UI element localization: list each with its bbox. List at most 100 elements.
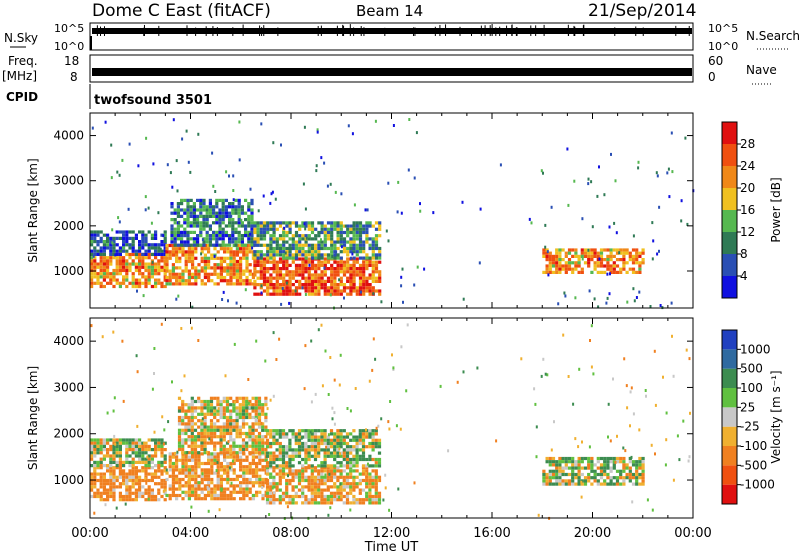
- power-cell: [362, 256, 366, 260]
- velocity-cell: [555, 479, 559, 483]
- velocity-speck: [612, 377, 614, 381]
- velocity-cell: [232, 422, 236, 426]
- velocity-cell: [99, 472, 103, 476]
- velocity-cell: [245, 399, 249, 404]
- velocity-cell: [255, 477, 259, 482]
- velocity-cell: [203, 415, 207, 420]
- power-speck: [590, 180, 593, 184]
- velocity-cell: [106, 438, 110, 442]
- power-cell: [310, 276, 315, 280]
- power-cell: [208, 211, 212, 215]
- velocity-cell: [225, 431, 230, 436]
- velocity-speck: [333, 378, 336, 382]
- velocity-cell: [281, 466, 286, 470]
- velocity-cell: [269, 435, 273, 439]
- velocity-cell: [197, 396, 201, 400]
- power-cell: [323, 243, 327, 247]
- velocity-cell: [238, 425, 242, 429]
- power-cell: [226, 256, 230, 260]
- power-cell: [631, 267, 636, 271]
- velocity-cell: [131, 466, 135, 470]
- power-cell: [564, 270, 568, 274]
- velocity-cell: [150, 457, 154, 461]
- power-cell: [199, 202, 203, 206]
- velocity-cell: [197, 399, 201, 404]
- velocity-cell: [638, 463, 642, 467]
- velocity-cell: [175, 461, 179, 466]
- velocity-cell: [102, 488, 106, 492]
- velocity-speck: [682, 419, 685, 423]
- power-cell: [219, 256, 223, 260]
- velocity-speck: [688, 357, 691, 361]
- velocity-cell: [131, 472, 135, 476]
- velocity-cell: [154, 444, 158, 448]
- power-cell: [224, 205, 228, 209]
- power-cell: [571, 254, 575, 258]
- power-cell: [320, 279, 324, 283]
- power-cell: [355, 243, 359, 247]
- power-speck: [387, 239, 390, 243]
- velocity-speck: [540, 374, 543, 378]
- x-tick-label: 00:00: [71, 526, 108, 541]
- power-cell: [374, 246, 379, 251]
- velocity-cell: [203, 425, 207, 429]
- power-cell: [221, 208, 225, 212]
- velocity-cell: [326, 454, 330, 458]
- velocity-cell: [187, 435, 191, 439]
- power-cell: [242, 256, 246, 260]
- power-speck: [136, 289, 138, 293]
- power-cell: [314, 267, 318, 271]
- power-cell: [184, 256, 188, 260]
- velocity-cell: [181, 409, 185, 413]
- power-cell: [253, 237, 257, 241]
- velocity-cell: [336, 454, 340, 458]
- velocity-cell: [336, 466, 340, 470]
- power-cell: [138, 268, 142, 273]
- power-cell: [362, 273, 366, 277]
- power-cell: [304, 256, 308, 260]
- power-cell: [256, 230, 260, 235]
- power-cell: [144, 256, 148, 260]
- power-cell: [622, 248, 626, 252]
- power-cell: [564, 251, 568, 255]
- power-cell: [202, 221, 206, 225]
- power-cell: [208, 227, 212, 231]
- power-speck: [652, 239, 655, 243]
- velocity-cell: [251, 447, 255, 452]
- velocity-cell: [178, 493, 182, 498]
- power-cell: [205, 205, 209, 209]
- power-cell: [368, 256, 372, 260]
- power-cell: [272, 250, 276, 254]
- power-cell: [288, 227, 292, 231]
- power-cell: [247, 240, 251, 244]
- velocity-cell: [551, 460, 556, 464]
- velocity-cell: [345, 485, 350, 489]
- power-cell: [548, 254, 552, 258]
- velocity-cell: [596, 472, 600, 477]
- power-cell: [278, 237, 283, 241]
- velocity-cell: [200, 474, 204, 478]
- power-cell: [147, 243, 151, 247]
- power-cell: [226, 266, 230, 270]
- power-cell: [599, 248, 604, 252]
- velocity-cell: [291, 432, 295, 436]
- velocity-speck: [101, 335, 104, 339]
- velocity-cell: [242, 497, 246, 501]
- power-cell: [203, 256, 207, 260]
- power-cell: [314, 237, 318, 241]
- power-cell: [294, 243, 299, 247]
- power-cell: [362, 276, 366, 280]
- power-cell: [259, 234, 263, 238]
- velocity-cell: [96, 438, 100, 442]
- velocity-cell: [548, 456, 552, 461]
- velocity-cell: [118, 460, 122, 464]
- power-cell: [186, 214, 190, 218]
- power-cell: [625, 251, 629, 255]
- power-cell: [269, 221, 273, 225]
- power-cell: [609, 251, 613, 255]
- velocity-cell: [118, 472, 122, 476]
- velocity-cell: [184, 461, 188, 466]
- velocity-speck: [368, 379, 371, 383]
- power-speck: [374, 119, 377, 123]
- velocity-cell: [242, 468, 246, 472]
